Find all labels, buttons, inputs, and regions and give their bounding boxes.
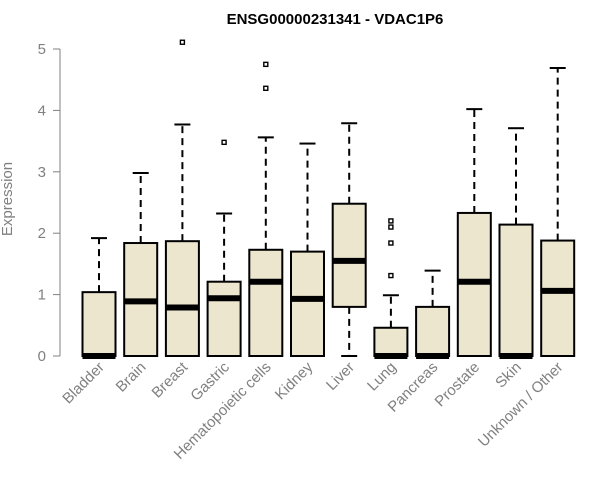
x-tick-label: Kidney: [272, 358, 317, 403]
y-tick-label: 0: [38, 348, 46, 365]
box-body: [248, 248, 284, 357]
box-hematopoietic-cells: [248, 61, 284, 357]
y-axis: 0 1 2 3 4 5: [38, 41, 61, 365]
box-kidney: [290, 142, 325, 357]
outlier-point: [388, 272, 394, 279]
outlier-point: [388, 240, 394, 246]
box-body: [373, 326, 409, 358]
x-tick-label: Brain: [113, 359, 150, 396]
y-axis-label: Expression: [0, 162, 16, 236]
box-body: [415, 305, 451, 358]
x-tick-label: Bladder: [59, 359, 108, 408]
outlier-point: [179, 39, 186, 45]
box-body: [206, 280, 242, 357]
outlier-point: [388, 224, 394, 230]
y-tick-label: 3: [38, 164, 46, 181]
box-prostate: [456, 108, 492, 357]
box-bladder: [81, 237, 117, 359]
y-tick-label: 4: [38, 102, 46, 119]
outlier-point: [263, 61, 269, 68]
box-skin: [498, 127, 534, 359]
x-tick-label: Liver: [323, 359, 358, 394]
box-brain: [123, 172, 159, 357]
x-tick-label: Lung: [364, 359, 400, 395]
box-lung: [373, 218, 409, 359]
y-tick-label: 5: [38, 41, 46, 58]
box-unknown-other: [540, 67, 576, 357]
y-tick-label: 2: [38, 225, 46, 242]
outlier-point: [221, 139, 227, 146]
outlier-point: [388, 218, 394, 224]
box-liver: [331, 122, 367, 357]
box-body: [164, 240, 200, 358]
x-tick-label: Breast: [149, 358, 192, 401]
box-body: [81, 291, 117, 358]
outlier-point: [263, 85, 269, 91]
x-tick-label: Prostate: [432, 359, 484, 411]
box-pancreas: [415, 269, 451, 359]
box-breast: [164, 39, 200, 358]
x-tick-label: Skin: [492, 359, 525, 392]
y-tick-label: 1: [38, 287, 46, 304]
plot-area: [81, 39, 576, 359]
box-body: [540, 239, 576, 357]
chart-title: ENSG00000231341 - VDAC1P6: [227, 11, 444, 28]
box-gastric: [206, 139, 242, 357]
box-body: [498, 223, 534, 357]
box-body: [290, 250, 325, 357]
box-body: [331, 202, 367, 308]
